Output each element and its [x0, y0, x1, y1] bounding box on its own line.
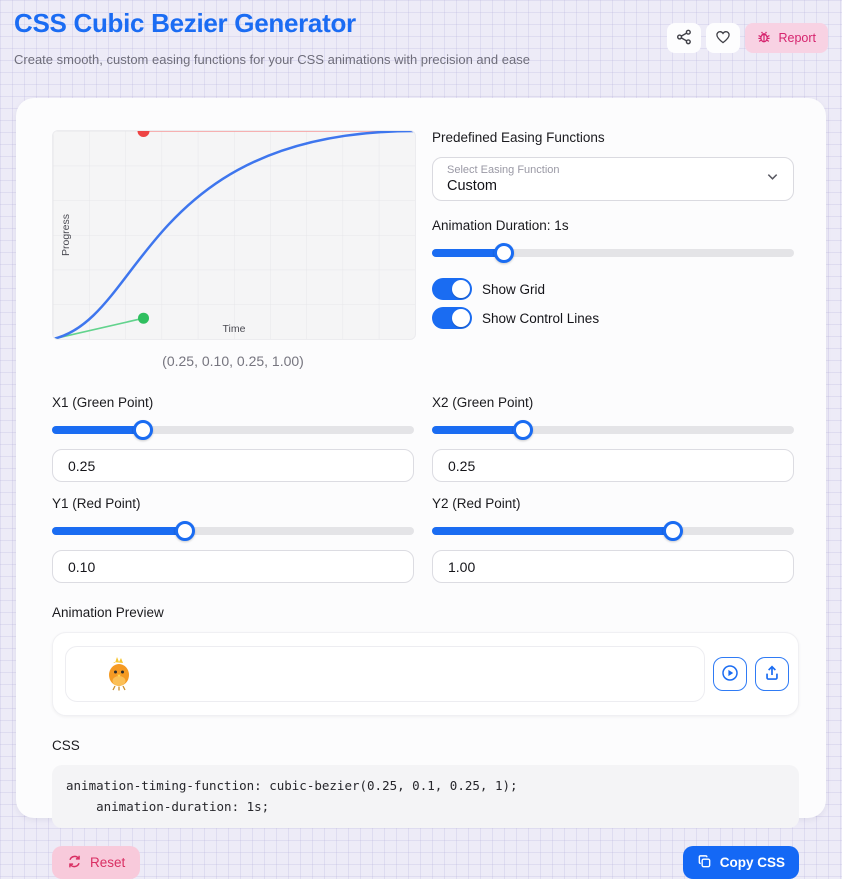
show-control-lines-toggle[interactable]	[432, 307, 472, 330]
upload-icon	[763, 664, 781, 685]
slider-track	[52, 426, 414, 435]
bezier-graph-section: Progress Time (0.25, 0.10, 0.25, 1.00)	[52, 130, 416, 370]
param-x2: X2 (Green Point)	[432, 395, 794, 483]
page-subtitle: Create smooth, custom easing functions f…	[14, 52, 530, 67]
parameters-grid: X1 (Green Point) X2 (Green Point) Y1 (Re…	[52, 395, 799, 584]
share-icon	[676, 29, 692, 48]
favorite-button[interactable]	[706, 23, 741, 53]
slider-track	[52, 527, 414, 536]
x2-slider[interactable]	[432, 420, 794, 441]
x1-slider[interactable]	[52, 420, 414, 441]
generator-card: Progress Time (0.25, 0.10, 0.25, 1.00) P…	[16, 98, 826, 879]
y-axis-label: Progress	[60, 214, 72, 256]
param-y2: Y2 (Red Point)	[432, 496, 794, 584]
play-circle-icon	[721, 664, 739, 685]
easing-select[interactable]: Select Easing Function Custom	[432, 157, 794, 202]
css-section-label: CSS	[52, 738, 80, 754]
heart-icon	[715, 29, 731, 48]
y2-slider[interactable]	[432, 521, 794, 542]
x1-slider-thumb[interactable]	[132, 420, 153, 441]
reset-button[interactable]: Reset	[52, 846, 141, 879]
control-line-p1	[53, 317, 144, 340]
slider-fill	[52, 527, 185, 536]
param-x1: X1 (Green Point)	[52, 395, 414, 483]
x-axis-label: Time	[223, 323, 246, 335]
chevron-down-icon	[766, 170, 779, 188]
copy-icon	[697, 854, 712, 872]
slider-fill	[432, 249, 505, 258]
page-header: CSS Cubic Bezier Generator	[0, 0, 842, 71]
bezier-values-caption: (0.25, 0.10, 0.25, 1.00)	[162, 353, 304, 370]
animation-preview-label: Animation Preview	[52, 605, 164, 621]
y2-slider-thumb[interactable]	[663, 521, 684, 542]
x1-input[interactable]	[52, 449, 414, 483]
param-y1: Y1 (Red Point)	[52, 496, 414, 584]
toggle-knob	[452, 309, 470, 328]
y1-slider[interactable]	[52, 521, 414, 542]
canvas-grid	[53, 131, 415, 340]
y1-slider-thumb[interactable]	[174, 521, 195, 542]
slider-fill	[432, 426, 523, 435]
page-title: CSS Cubic Bezier Generator	[14, 8, 356, 38]
slider-track	[432, 426, 794, 435]
show-control-lines-label: Show Control Lines	[482, 310, 600, 326]
share-button[interactable]	[667, 23, 702, 53]
y1-input[interactable]	[52, 550, 414, 584]
x2-label: X2 (Green Point)	[432, 395, 534, 411]
upload-button[interactable]	[755, 657, 789, 692]
toggle-knob	[452, 280, 470, 299]
animation-preview-card	[52, 632, 799, 717]
y1-label: Y1 (Red Point)	[52, 496, 141, 512]
css-code-block: animation-timing-function: cubic-bezier(…	[52, 765, 799, 829]
duration-slider[interactable]	[432, 243, 794, 264]
duration-label: Animation Duration: 1s	[432, 218, 569, 234]
control-point-p2[interactable]	[137, 131, 150, 138]
header-actions: Report	[667, 23, 828, 53]
bezier-canvas[interactable]: Progress Time	[52, 130, 416, 341]
bug-icon	[757, 30, 771, 47]
report-button-label: Report	[778, 31, 816, 45]
report-button[interactable]: Report	[745, 23, 828, 53]
copy-css-button[interactable]: Copy CSS	[682, 846, 799, 879]
css-code-line: animation-duration: 1s;	[66, 798, 270, 814]
x2-slider-thumb[interactable]	[512, 420, 533, 441]
css-code-line: animation-timing-function: cubic-bezier(…	[66, 778, 518, 794]
show-grid-toggle[interactable]	[432, 278, 472, 301]
slider-track	[432, 249, 794, 258]
play-button[interactable]	[713, 657, 747, 692]
slider-fill	[432, 527, 674, 536]
refresh-icon	[67, 854, 82, 872]
y2-input[interactable]	[432, 550, 794, 584]
easing-section-label: Predefined Easing Functions	[432, 130, 605, 146]
x1-label: X1 (Green Point)	[52, 395, 154, 411]
duration-slider-thumb[interactable]	[494, 243, 515, 264]
animation-track	[65, 646, 705, 703]
x2-input[interactable]	[432, 449, 794, 483]
controls-section: Predefined Easing Functions Select Easin…	[432, 130, 794, 369]
easing-select-value: Custom	[447, 178, 497, 195]
easing-select-label: Select Easing Function	[447, 164, 560, 177]
y2-label: Y2 (Red Point)	[432, 496, 521, 512]
bezier-curve	[53, 131, 415, 340]
control-point-p1[interactable]	[138, 312, 149, 324]
slider-fill	[52, 426, 143, 435]
show-grid-label: Show Grid	[482, 281, 546, 297]
animated-character-sprite	[109, 657, 129, 691]
